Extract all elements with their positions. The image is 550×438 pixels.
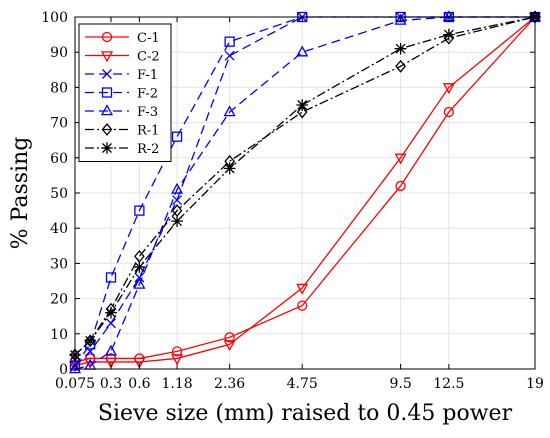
- ticks: 0 10 20 30 40 50 60 70 80 90 100 0.075 0.3 0.6 1.18 2.3…: [41, 10, 544, 392]
- data-point: [296, 283, 309, 295]
- x-tick-label: 0.075: [55, 376, 95, 392]
- series-line: [74, 16, 535, 370]
- data-point: [223, 340, 236, 352]
- data-point: [443, 28, 455, 41]
- y-axis-label: % Passing: [8, 137, 33, 250]
- series-line: [74, 16, 536, 367]
- y-tick-label: 10: [50, 327, 68, 343]
- data-point: [395, 180, 406, 192]
- series-line: [74, 16, 535, 366]
- data-point: [297, 300, 308, 311]
- data-point: [171, 346, 183, 357]
- legend-item-r-1: R-1: [85, 123, 159, 139]
- data-point: [223, 162, 236, 175]
- legend: C-1 C-2 F-1 F-2 F-3 R-1 R-2: [78, 23, 172, 162]
- data-point: [224, 50, 235, 61]
- data-point: [133, 277, 146, 289]
- data-point: [394, 13, 407, 25]
- data-point: [134, 205, 145, 216]
- data-point: [171, 131, 183, 142]
- x-tick-label: 2.36: [214, 376, 245, 392]
- data-point: [134, 272, 145, 283]
- x-tick-label: 0.6: [128, 376, 150, 392]
- legend-label: F-3: [137, 105, 158, 120]
- legend-item-c-1: C-1: [85, 31, 160, 46]
- legend-item-r-2: R-2: [85, 142, 159, 157]
- legend-item-f-1: F-1: [85, 68, 158, 83]
- y-tick-label: 70: [50, 116, 68, 132]
- legend-label: F-2: [137, 87, 158, 102]
- data-point: [106, 318, 116, 329]
- data-point: [104, 357, 118, 369]
- legend-label: C-1: [137, 31, 160, 46]
- series-line: [74, 16, 536, 356]
- legend-label: R-1: [137, 124, 159, 139]
- y-tick-label: 50: [50, 186, 68, 202]
- y-tick-label: 30: [50, 256, 68, 272]
- data-point: [442, 83, 455, 95]
- data-point: [171, 354, 184, 366]
- data-point: [296, 99, 309, 111]
- data-point: [394, 153, 407, 165]
- x-tick-label: 9.5: [389, 376, 411, 392]
- legend-label: F-1: [137, 68, 158, 83]
- data-point: [100, 51, 114, 63]
- data-point: [443, 106, 455, 118]
- y-tick-label: 80: [50, 80, 68, 96]
- legend-label: C-2: [137, 50, 160, 65]
- y-tick-label: 60: [50, 151, 68, 167]
- legend-item-f-3: F-3: [85, 104, 158, 120]
- data-point: [224, 332, 235, 343]
- data-point: [101, 142, 113, 154]
- data-point: [171, 182, 184, 194]
- data-point: [395, 59, 406, 73]
- data-point: [101, 87, 113, 98]
- series-line: [74, 16, 536, 356]
- data-point: [224, 36, 235, 47]
- x-tick-label: 19: [526, 376, 544, 392]
- data-point: [101, 31, 113, 43]
- x-axis-label: Sieve size (mm) raised to 0.45 power: [98, 401, 513, 426]
- x-tick-label: 0.3: [100, 376, 122, 392]
- data-point: [68, 362, 82, 374]
- data-point: [296, 105, 308, 119]
- legend-item-c-2: C-2: [85, 50, 160, 65]
- data-point: [296, 45, 309, 57]
- data-point: [223, 105, 236, 117]
- y-tick-label: 0: [59, 362, 68, 378]
- data-point: [84, 334, 97, 347]
- data-point: [101, 123, 113, 136]
- data-point: [133, 261, 146, 273]
- series-f-3: [68, 10, 542, 374]
- data-point: [100, 104, 114, 116]
- y-tick-label: 40: [50, 221, 68, 237]
- data-point: [102, 69, 112, 79]
- legend-item-f-2: F-2: [85, 87, 158, 102]
- y-tick-label: 90: [50, 45, 68, 61]
- legend-box: [78, 23, 172, 162]
- data-point: [394, 42, 407, 55]
- x-tick-label: 4.75: [287, 376, 318, 392]
- x-tick-label: 12.5: [433, 376, 464, 392]
- data-point: [105, 306, 117, 319]
- data-point: [133, 357, 146, 369]
- data-point: [104, 344, 118, 356]
- x-tick-label: 1.18: [161, 376, 192, 392]
- data-point: [171, 215, 183, 228]
- data-point: [172, 195, 183, 205]
- y-tick-label: 20: [50, 292, 68, 308]
- data-point: [105, 272, 117, 283]
- y-tick-label: 100: [41, 10, 68, 26]
- legend-label: R-2: [137, 142, 159, 157]
- data-point: [443, 31, 455, 45]
- data-point: [84, 357, 97, 369]
